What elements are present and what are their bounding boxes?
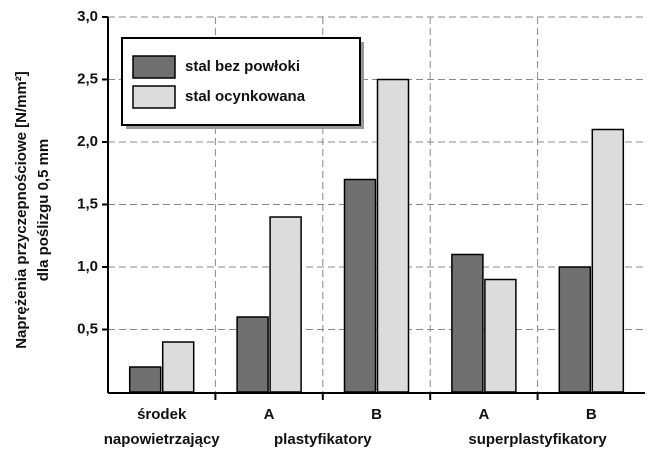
y-tick-label: 1,5	[77, 195, 98, 212]
y-tick-label: 2,0	[77, 133, 98, 150]
bar	[558, 266, 592, 393]
legend	[121, 37, 361, 126]
group-label: superplastyfikatory	[468, 431, 607, 448]
y-axis-label: Naprężenia przyczepnościowe [N/mm²]	[13, 71, 30, 349]
bar	[343, 178, 377, 393]
x-tick-label: B	[371, 406, 382, 423]
x-tick-label: środek napowietrzający	[104, 406, 221, 448]
x-tick-label: A	[478, 406, 489, 423]
bar	[236, 316, 269, 393]
x-tick-label-line: środek	[137, 406, 187, 423]
bar	[451, 253, 484, 393]
bar	[376, 78, 410, 393]
legend-swatch	[132, 55, 176, 79]
legend-label: stal ocynkowana	[185, 88, 306, 105]
bar	[128, 366, 162, 393]
y-tick-label: 2,5	[77, 70, 98, 87]
bar	[484, 278, 517, 393]
bar	[161, 341, 195, 393]
x-tick-label: A	[264, 406, 275, 423]
bar	[269, 216, 302, 393]
bar	[591, 128, 625, 393]
y-tick-label: 1,0	[77, 258, 98, 275]
group-label: plastyfikatory	[274, 431, 372, 448]
y-tick-label: 0,5	[77, 320, 98, 337]
legend-label: stal bez powłoki	[185, 58, 300, 75]
x-tick-label: B	[586, 406, 597, 423]
legend-swatch	[132, 85, 176, 109]
y-axis-label: dla poślizgu 0,5 mm	[35, 139, 52, 282]
x-tick-label-line: napowietrzający	[104, 431, 221, 448]
y-tick-label: 3,0	[77, 8, 98, 25]
